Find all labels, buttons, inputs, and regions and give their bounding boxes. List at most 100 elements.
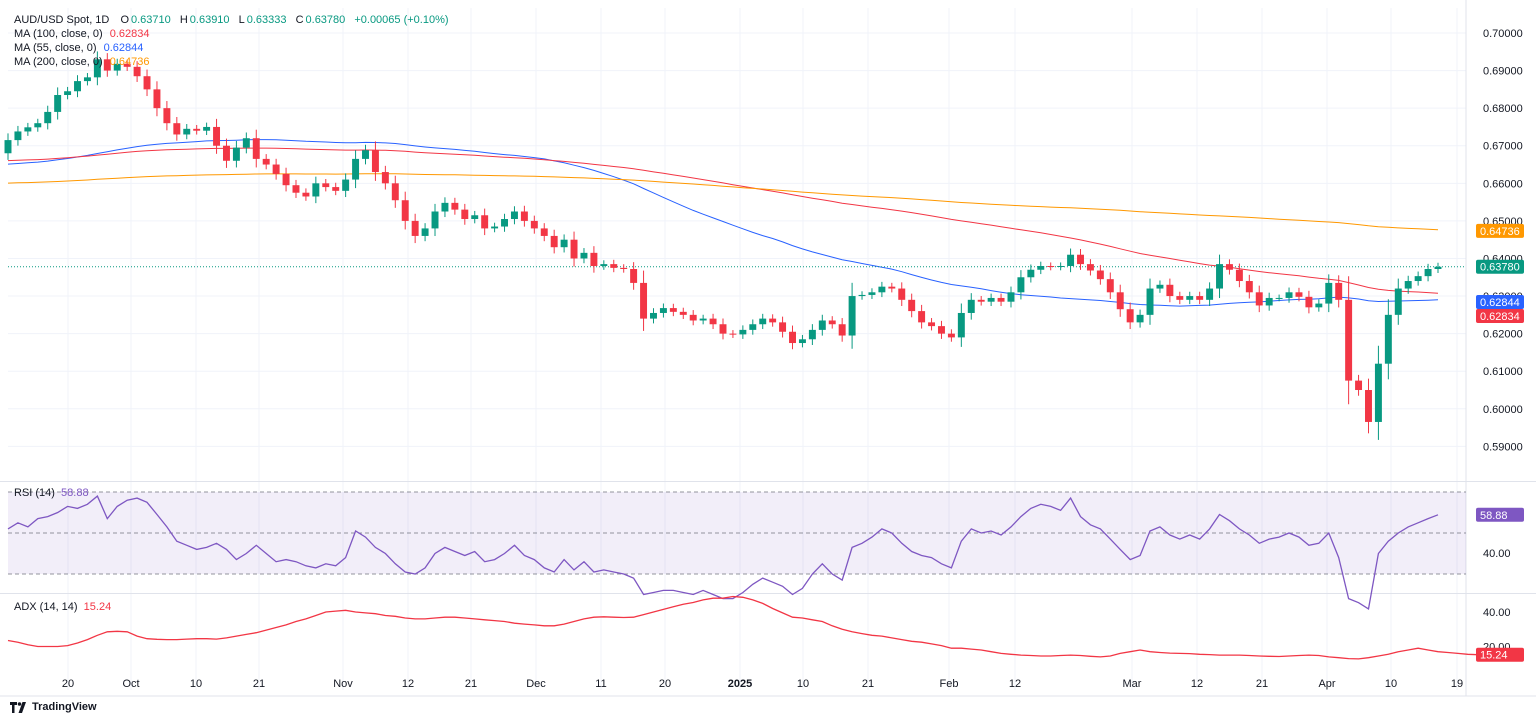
- price-tick-label: 0.61000: [1483, 366, 1523, 378]
- rsi-badge: 58.88: [1480, 510, 1508, 522]
- tradingview-brand[interactable]: TradingView: [10, 701, 97, 713]
- candle-body: [669, 308, 677, 312]
- candle-body: [1037, 265, 1045, 270]
- adx-line: [7, 595, 1478, 660]
- candle-body: [222, 145, 230, 161]
- candle-body: [709, 318, 717, 325]
- grid: [8, 8, 1466, 690]
- time-tick-label: 21: [1256, 678, 1268, 690]
- candle-body: [441, 202, 449, 212]
- candle-body: [431, 211, 439, 229]
- candle-body: [650, 312, 657, 319]
- candle-body: [818, 320, 826, 330]
- rsi-band: [8, 491, 1466, 575]
- candle-body: [153, 89, 161, 109]
- candle-body: [262, 158, 270, 165]
- candle-body: [1414, 276, 1422, 282]
- candle-body: [1007, 292, 1015, 302]
- candle-body: [34, 123, 42, 128]
- candle-body: [1255, 292, 1263, 306]
- high-value: 0.63910: [189, 14, 230, 26]
- candle-body: [342, 179, 350, 191]
- candle-body: [888, 286, 896, 289]
- adx-axis-label: 40.00: [1483, 607, 1511, 619]
- time-tick-label: 20: [659, 678, 671, 690]
- high-label: H: [179, 14, 188, 26]
- candle-body: [838, 324, 846, 336]
- ma200-price-badge: 0.64736: [1480, 226, 1520, 238]
- time-tick-label: 12: [402, 678, 414, 690]
- candle-body: [451, 202, 459, 210]
- rsi-legend[interactable]: RSI (14) 58.88: [14, 487, 89, 499]
- candle-body: [282, 173, 290, 186]
- candle-body: [1047, 265, 1055, 267]
- candle-body: [44, 111, 52, 124]
- candle-body: [501, 219, 509, 227]
- candle-body: [828, 320, 836, 325]
- adx-badge-bg: [1476, 647, 1524, 662]
- candle-body: [1166, 284, 1174, 297]
- rsi-badge-bg: [1476, 507, 1524, 522]
- price-tick-label: 0.67000: [1483, 141, 1523, 153]
- candle-body: [947, 333, 955, 338]
- candle-body: [779, 322, 787, 332]
- brand-name: TradingView: [32, 701, 97, 713]
- time-tick-label: Feb: [940, 678, 959, 690]
- candle-body: [64, 91, 72, 96]
- candle-body: [232, 147, 240, 161]
- close-value: 0.63780: [305, 14, 346, 26]
- ma55-price-badge: 0.62844: [1480, 297, 1520, 309]
- candle-body: [14, 131, 22, 141]
- candle-body: [630, 269, 638, 283]
- time-tick-label: Dec: [526, 678, 546, 690]
- price-tick-label: 0.69000: [1483, 66, 1523, 78]
- candle-body: [1136, 314, 1144, 323]
- candle-body: [1235, 269, 1243, 282]
- adx-legend[interactable]: ADX (14, 14) 15.24: [14, 601, 111, 613]
- candle-body: [1196, 296, 1204, 300]
- ma100-legend[interactable]: MA (100, close, 0) 0.62834: [14, 28, 149, 41]
- candle-body: [550, 235, 558, 248]
- candle-body: [620, 267, 628, 270]
- candle-body: [1186, 296, 1194, 300]
- candle-body: [133, 66, 141, 77]
- candle-body: [24, 127, 32, 132]
- candle-body: [640, 282, 648, 319]
- candle-body: [798, 339, 806, 344]
- adx-value: 15.24: [83, 601, 112, 613]
- candle-body: [1086, 264, 1094, 271]
- time-tick-label: 11: [595, 678, 606, 690]
- candle-body: [1394, 288, 1402, 315]
- candle-body: [1116, 292, 1124, 310]
- candle-body: [928, 322, 936, 327]
- ma200-value: 0.64736: [109, 56, 150, 68]
- ma55-legend[interactable]: MA (55, close, 0) 0.62844: [14, 42, 143, 55]
- candle-body: [1275, 297, 1283, 299]
- ma200-legend[interactable]: MA (200, close, 0) 0.64736: [14, 56, 149, 69]
- ma100-price-badge: 0.62834: [1480, 311, 1520, 323]
- candle-body: [242, 138, 250, 148]
- symbol-legend[interactable]: AUD/USD Spot, 1D O 0.63710 H 0.63910 L 0.63…: [14, 14, 451, 27]
- candle-body: [213, 126, 221, 146]
- candle-body: [689, 314, 697, 321]
- time-tick-label: 10: [797, 678, 809, 690]
- candle-body: [739, 329, 747, 335]
- time-tick-label: Oct: [122, 678, 139, 690]
- rsi-axis-label: 40.00: [1483, 548, 1511, 560]
- candle-body: [1156, 284, 1164, 289]
- candle-body: [193, 128, 201, 131]
- ma100-price-badge-bg: [1476, 309, 1524, 323]
- candle-body: [103, 59, 111, 71]
- price-tick-label: 0.68000: [1483, 103, 1523, 115]
- ma55-value: 0.62844: [103, 42, 144, 54]
- price-badges: 0.64736 0.63780 0.62844 0.62834 58.88 15.24: [1476, 223, 1524, 662]
- candle-body: [1077, 254, 1084, 265]
- time-tick-label: Apr: [1318, 678, 1335, 690]
- adx-label: ADX (14, 14): [14, 601, 78, 613]
- candle-body: [421, 228, 429, 236]
- candle-body: [322, 183, 330, 188]
- candle-body: [292, 185, 300, 193]
- candle-body: [1245, 281, 1253, 293]
- indicator-lines: [7, 495, 1478, 660]
